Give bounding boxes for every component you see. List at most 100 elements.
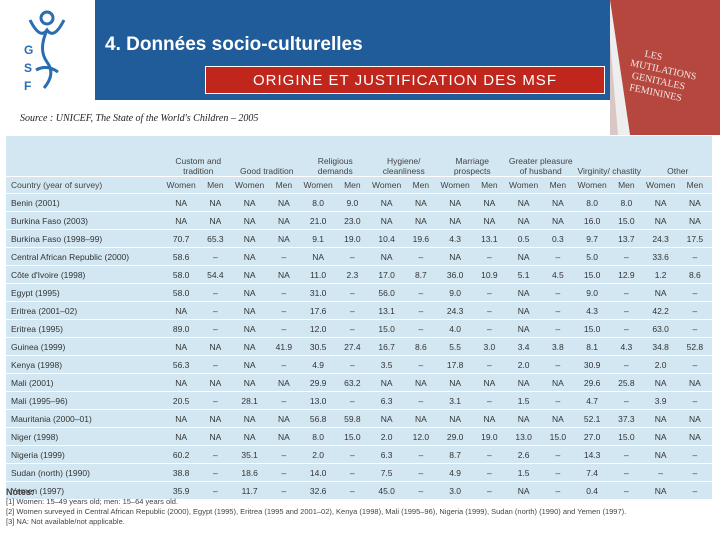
table-row: Egypt (1995) 58.0– NA –31.0–56.0–9.0– NA –9.0… bbox=[6, 283, 712, 302]
value-cell: NA bbox=[232, 373, 267, 392]
value-cell: 3.4 bbox=[506, 337, 541, 356]
sex-header: Men bbox=[472, 176, 507, 194]
value-cell: NA bbox=[506, 319, 541, 338]
source: Source : UNICEF, The State of the World'… bbox=[20, 113, 259, 124]
value-cell: – bbox=[677, 319, 712, 338]
sex-header: Women bbox=[301, 176, 336, 194]
value-cell: 6.3 bbox=[369, 445, 404, 464]
value-cell: 4.9 bbox=[438, 463, 473, 482]
value-cell: NA bbox=[540, 211, 575, 230]
value-cell: NA bbox=[403, 409, 438, 428]
table-row: Mali (2001) NA NA NA NA 29.9 63.2 NA NA NA NA NA NA 2… bbox=[6, 373, 712, 392]
value-cell: – bbox=[609, 283, 644, 302]
value-cell: NA bbox=[266, 193, 301, 212]
value-cell: – bbox=[540, 247, 575, 266]
value-cell: NA bbox=[506, 283, 541, 302]
value-cell: 10.4 bbox=[369, 229, 404, 248]
sex-header: Men bbox=[540, 176, 575, 194]
value-cell: – bbox=[266, 481, 301, 499]
value-cell: NA bbox=[438, 409, 473, 428]
table-row: Sudan (north) (1990) 38.8–18.6–14.0–7.5–4… bbox=[6, 463, 712, 482]
book-cover bbox=[610, 0, 720, 135]
note: [3] NA: Not available/not applicable. bbox=[6, 517, 125, 526]
value-cell: NA bbox=[472, 193, 507, 212]
value-cell: NA bbox=[232, 427, 267, 446]
value-cell: NA bbox=[198, 211, 233, 230]
value-cell: 19.0 bbox=[472, 427, 507, 446]
value-cell: NA bbox=[198, 373, 233, 392]
title: 4. Données socio-culturelles bbox=[105, 34, 363, 55]
value-cell: NA bbox=[643, 445, 678, 464]
value-cell: 58.0 bbox=[164, 265, 199, 284]
value-cell: – bbox=[335, 301, 370, 320]
value-cell: 45.0 bbox=[369, 481, 404, 499]
value-cell: NA bbox=[506, 481, 541, 499]
value-cell: 34.8 bbox=[643, 337, 678, 356]
country-cell: Kenya (1998) bbox=[6, 355, 164, 374]
value-cell: 1.2 bbox=[643, 265, 678, 284]
value-cell: 29.6 bbox=[575, 373, 610, 392]
value-cell: NA bbox=[198, 409, 233, 428]
value-cell: 32.6 bbox=[301, 481, 336, 499]
value-cell: 38.8 bbox=[164, 463, 199, 482]
country-cell: Burkina Faso (2003) bbox=[6, 211, 164, 230]
value-cell: 15.0 bbox=[609, 427, 644, 446]
value-cell: 9.7 bbox=[575, 229, 610, 248]
value-cell: NA bbox=[232, 319, 267, 338]
value-cell: 21.0 bbox=[301, 211, 336, 230]
value-cell: 2.0 bbox=[301, 445, 336, 464]
note: [1] Women: 15–49 years old; men: 15–64 y… bbox=[6, 497, 179, 506]
table-row: Benin (2001) NA NA NA NA 8.0 9.0 NA NA NA NA NA NA 8.… bbox=[6, 193, 712, 212]
value-cell: NA bbox=[164, 193, 199, 212]
value-cell: NA bbox=[438, 247, 473, 266]
group-header: Virginity/ chastity bbox=[577, 166, 642, 176]
value-cell: NA bbox=[198, 337, 233, 356]
value-cell: – bbox=[540, 319, 575, 338]
value-cell: NA bbox=[232, 229, 267, 248]
value-cell: 25.8 bbox=[609, 373, 644, 392]
value-cell: 15.0 bbox=[540, 427, 575, 446]
value-cell: – bbox=[609, 391, 644, 410]
value-cell: 19.6 bbox=[403, 229, 438, 248]
table-body: Benin (2001) NA NA NA NA 8.0 9.0 NA NA NA NA NA NA 8.… bbox=[6, 193, 712, 499]
value-cell: 2.3 bbox=[335, 265, 370, 284]
country-cell: Mauritania (2000–01) bbox=[6, 409, 164, 428]
value-cell: 8.0 bbox=[301, 193, 336, 212]
value-cell: – bbox=[198, 391, 233, 410]
value-cell: 10.9 bbox=[472, 265, 507, 284]
value-cell: – bbox=[198, 247, 233, 266]
value-cell: 65.3 bbox=[198, 229, 233, 248]
value-cell: NA bbox=[643, 373, 678, 392]
value-cell: NA bbox=[266, 211, 301, 230]
sex-header: Men bbox=[609, 176, 644, 194]
value-cell: – bbox=[266, 391, 301, 410]
value-cell: 56.3 bbox=[164, 355, 199, 374]
country-cell: Benin (2001) bbox=[6, 193, 164, 212]
value-cell: – bbox=[198, 445, 233, 464]
value-cell: 30.9 bbox=[575, 355, 610, 374]
value-cell: 17.8 bbox=[438, 355, 473, 374]
value-cell: NA bbox=[232, 355, 267, 374]
table-row: Nigeria (1999) 60.2–35.1–2.0–6.3–8.7–2.6–… bbox=[6, 445, 712, 464]
value-cell: NA bbox=[540, 373, 575, 392]
value-cell: 3.0 bbox=[472, 337, 507, 356]
table-row: Mali (1995–96) 20.5–28.1–13.0–6.3–3.1–1.5… bbox=[6, 391, 712, 410]
value-cell: 0.4 bbox=[575, 481, 610, 499]
value-cell: – bbox=[609, 301, 644, 320]
value-cell: 2.0 bbox=[643, 355, 678, 374]
value-cell: 42.2 bbox=[643, 301, 678, 320]
value-cell: 5.5 bbox=[438, 337, 473, 356]
logo-letter: F bbox=[24, 79, 31, 93]
value-cell: 89.0 bbox=[164, 319, 199, 338]
value-cell: – bbox=[403, 463, 438, 482]
value-cell: – bbox=[198, 283, 233, 302]
value-cell: NA bbox=[232, 337, 267, 356]
country-cell: Sudan (north) (1990) bbox=[6, 463, 164, 482]
value-cell: 2.0 bbox=[506, 355, 541, 374]
country-header: Country (year of survey) bbox=[6, 176, 164, 194]
value-cell: 7.4 bbox=[575, 463, 610, 482]
table-row: Côte d'Ivoire (1998) 58.0 54.4 NA NA 11.0 2.3 1… bbox=[6, 265, 712, 284]
value-cell: 35.9 bbox=[164, 481, 199, 499]
value-cell: 8.7 bbox=[403, 265, 438, 284]
